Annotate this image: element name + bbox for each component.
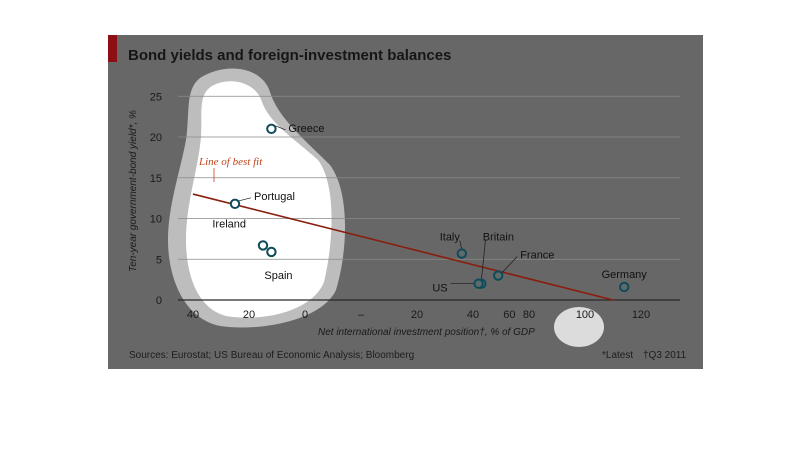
data-point-greece xyxy=(266,123,277,135)
x-tick-label: – xyxy=(358,309,365,321)
point-leader xyxy=(481,240,486,280)
point-label-germany: Germany xyxy=(602,269,648,281)
accent-bar xyxy=(108,35,117,62)
y-tick-label: 10 xyxy=(150,214,162,226)
x-tick-label: 20 xyxy=(411,309,423,321)
data-point-italy xyxy=(456,248,467,259)
point-label-ireland: Ireland xyxy=(212,218,246,230)
x-tick-label: 40 xyxy=(467,309,479,321)
x-tick-label: 60 xyxy=(503,309,515,321)
data-point-france xyxy=(493,270,504,281)
point-label-italy: Italy xyxy=(440,232,461,244)
x-tick-label: 80 xyxy=(523,309,535,321)
point-label-france: France xyxy=(520,250,554,262)
x-tick-label: 20 xyxy=(243,309,255,321)
y-tick-label: 0 xyxy=(156,295,162,307)
footnote-latest: *Latest xyxy=(602,350,634,361)
y-tick-label: 5 xyxy=(156,254,162,266)
source-note: Sources: Eurostat; US Bureau of Economic… xyxy=(129,350,415,361)
fit-layer xyxy=(192,168,614,301)
x-tick-label: 120 xyxy=(632,309,650,321)
tick-layer: 0 5 10 15 20 25 40 20 0 – 20 40 60 80 100 120 xyxy=(150,91,650,321)
y-tick-label: 20 xyxy=(150,132,162,144)
footnote-q3: †Q3 2011 xyxy=(643,350,687,361)
y-axis-title: Ten-year government-bond yield*, % xyxy=(128,110,139,272)
data-point-portugal xyxy=(229,198,241,210)
point-leader xyxy=(501,256,518,273)
data-point-germany xyxy=(619,281,630,293)
point-label-britain: Britain xyxy=(483,232,514,244)
y-tick-label: 15 xyxy=(150,173,162,185)
point-label-greece: Greece xyxy=(288,123,324,135)
y-tick-label: 25 xyxy=(150,91,162,103)
point-leader xyxy=(459,240,463,250)
x-tick-label: 0 xyxy=(302,309,308,321)
point-label-us: US xyxy=(432,283,447,295)
grid-layer xyxy=(178,95,680,301)
x-axis-title: Net international investment position†, … xyxy=(318,327,535,338)
glare-small xyxy=(554,307,604,347)
data-point-us xyxy=(473,278,484,289)
point-label-spain: Spain xyxy=(264,270,292,282)
point-leader xyxy=(238,197,252,202)
point-label-portugal: Portugal xyxy=(254,191,295,203)
glare-inner xyxy=(186,81,332,318)
fit-line-label: Line of best fit xyxy=(198,156,263,168)
x-tick-label: 100 xyxy=(576,309,594,321)
data-point-spain xyxy=(266,246,277,258)
chart-title: Bond yields and foreign-investment balan… xyxy=(128,47,452,64)
point-layer: Greece Portugal Ireland Spain Italy Britain US… xyxy=(212,123,647,295)
point-leader xyxy=(275,125,286,131)
data-point-ireland xyxy=(257,240,269,251)
x-tick-label: 40 xyxy=(187,309,199,321)
fit-line xyxy=(192,193,614,301)
